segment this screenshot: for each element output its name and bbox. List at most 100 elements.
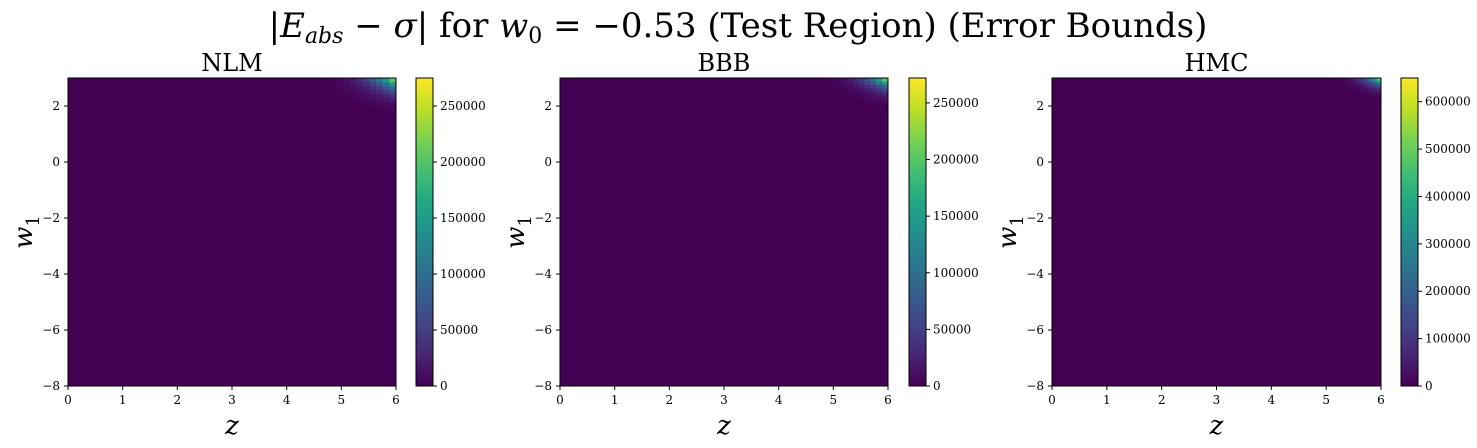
- heatmap-cell: [1376, 82, 1382, 86]
- heatmap-cell: [1376, 94, 1382, 98]
- figure-title: |Eabs − σ| for w0 = −0.53 (Test Region) …: [269, 6, 1208, 49]
- colorbar-tick-label: 100000: [440, 267, 486, 281]
- heatmap-cell: [882, 87, 889, 92]
- y-tick-label: −2: [1026, 211, 1044, 225]
- heatmap-cell: [852, 94, 860, 99]
- heatmap-cell: [864, 81, 871, 86]
- x-tick-label: 1: [1103, 393, 1111, 407]
- heatmap-cell: [382, 85, 390, 91]
- heatmap-cell: [852, 84, 860, 89]
- heatmap-cell: [835, 81, 842, 86]
- heatmap-cell: [1368, 78, 1373, 81]
- heatmap-cell: [1372, 89, 1378, 93]
- heatmap-cell: [1372, 85, 1378, 88]
- heatmap-cell: [847, 94, 854, 99]
- heatmap-cell: [369, 93, 377, 99]
- panel-nlm: NLM 0 1 2 3 4 5 6 −8 −6 −4 −2 0 2 z w1 0 50000 100000 15000…: [9, 49, 486, 441]
- heatmap-cell: [858, 100, 866, 105]
- heatmap-cell: [852, 91, 860, 95]
- heatmap-cell: [870, 84, 877, 89]
- heatmap-cell: [362, 89, 370, 95]
- heatmap-cell: [1355, 78, 1360, 81]
- heatmap-cell: [852, 97, 860, 102]
- heatmap-cell: [876, 104, 883, 108]
- colorbar-tick-label: 50000: [933, 322, 971, 336]
- colorbar-tick-label: 250000: [440, 99, 486, 113]
- heatmap-cell: [389, 81, 397, 87]
- heatmap-cell: [329, 85, 337, 91]
- y-tick-label: −8: [42, 379, 60, 393]
- heatmap-cell: [362, 105, 370, 111]
- colorbar-tick-label: 50000: [440, 323, 478, 337]
- heatmap-cell: [882, 91, 889, 95]
- heatmap-cell: [356, 93, 364, 99]
- heatmap-cell: [382, 105, 390, 111]
- heatmap-cell: [1363, 87, 1369, 91]
- heatmap-cell: [1372, 82, 1378, 86]
- heatmap-cell: [858, 97, 866, 102]
- heatmap-cell: [1376, 87, 1382, 91]
- heatmap-cell: [858, 81, 866, 86]
- x-tick-label: 1: [611, 393, 619, 407]
- x-tick-label: 4: [283, 393, 291, 407]
- heatmap-cell: [376, 89, 384, 95]
- heatmap-cell: [349, 78, 357, 83]
- heatmap-cell: [1363, 78, 1369, 81]
- y-axis-label: w1: [993, 215, 1028, 249]
- panel-title: HMC: [1185, 49, 1249, 77]
- heatmap-cell: [356, 89, 364, 95]
- heatmap-cell: [1376, 80, 1382, 84]
- heatmap-cell: [389, 89, 397, 95]
- heatmap-cell: [389, 85, 397, 91]
- heatmap-cell: [1355, 92, 1360, 95]
- heatmap-cell: [829, 84, 836, 89]
- x-tick-label: 2: [666, 393, 674, 407]
- y-tick-label: 0: [1036, 155, 1044, 169]
- x-tick-label: 4: [1268, 393, 1276, 407]
- heatmap-base: [560, 78, 888, 386]
- heatmap-cell: [382, 97, 390, 103]
- heatmap-cell: [864, 94, 871, 99]
- heatmap-cell: [1355, 85, 1360, 88]
- heatmap-cell: [876, 91, 883, 95]
- x-tick-label: 3: [228, 393, 236, 407]
- y-tick-label: −4: [42, 267, 60, 281]
- heatmap-cell: [349, 93, 357, 99]
- x-tick-label: 3: [1213, 393, 1221, 407]
- y-tick-label: −6: [42, 323, 60, 337]
- heatmap-cell: [362, 93, 370, 99]
- heatmap-cell: [876, 97, 883, 102]
- heatmap-cell: [376, 78, 384, 83]
- heatmap-cell: [349, 85, 357, 91]
- heatmap-cell: [1368, 82, 1373, 86]
- heatmap-cell: [882, 97, 889, 102]
- colorbar: [1400, 77, 1419, 387]
- heatmap-cell: [336, 89, 344, 95]
- heatmap-cell: [376, 97, 384, 103]
- heatmap-cell: [382, 81, 390, 87]
- heatmap-cell: [882, 104, 889, 108]
- heatmap-cell: [376, 101, 384, 107]
- heatmap-cell: [876, 78, 883, 82]
- heatmap-cell: [369, 85, 377, 91]
- heatmap-cell: [356, 101, 364, 107]
- heatmap-cell: [389, 105, 397, 111]
- colorbar-tick-label: 0: [1425, 379, 1433, 393]
- heatmap-cell: [829, 81, 836, 86]
- heatmap-cell: [369, 97, 377, 103]
- colorbar-tick-label: 600000: [1425, 95, 1471, 109]
- heatmap-base: [1052, 78, 1381, 386]
- heatmap-cell: [852, 81, 860, 86]
- heatmap-cell: [362, 85, 370, 91]
- heatmap-cell: [847, 81, 854, 86]
- heatmap-cell: [1376, 85, 1382, 88]
- heatmap-cell: [870, 81, 877, 86]
- heatmap-cell: [369, 81, 377, 87]
- colorbar-tick-label: 0: [440, 379, 448, 393]
- heatmap-cell: [882, 84, 889, 89]
- y-tick-label: −6: [534, 323, 552, 337]
- heatmap-cell: [852, 87, 860, 92]
- heatmap-cell: [1368, 92, 1373, 95]
- x-axis-label: z: [716, 411, 731, 441]
- heatmap-cell: [342, 97, 351, 103]
